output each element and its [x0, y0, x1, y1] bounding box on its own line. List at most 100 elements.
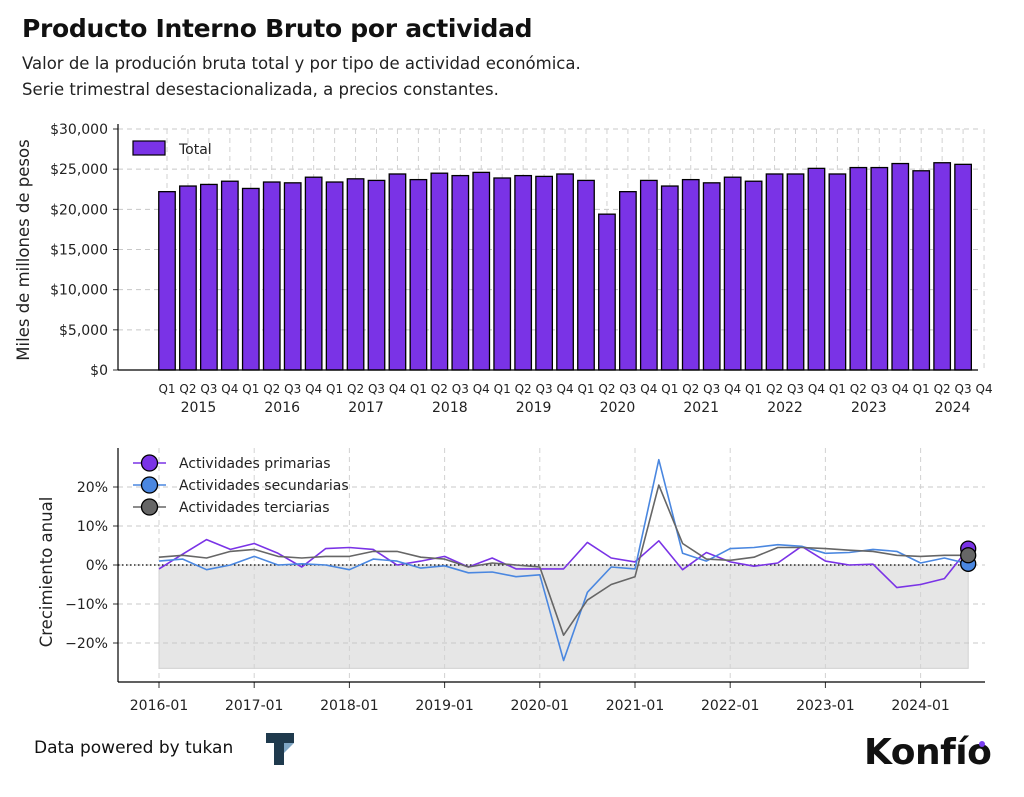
bar-total	[639, 179, 658, 371]
bar-quarter-label: Q4	[808, 382, 825, 396]
bar-total	[681, 178, 700, 371]
series-terciarias-line	[158, 484, 969, 637]
bar-total	[744, 180, 763, 371]
bar-total	[493, 177, 512, 371]
bar-y-tick-label: $15,000	[50, 243, 108, 259]
bar-quarter-label: Q3	[871, 382, 888, 396]
bar-total	[514, 174, 533, 371]
bar-y-tick-label: $10,000	[50, 283, 108, 299]
bar-total	[577, 179, 595, 371]
bar-total	[891, 162, 910, 371]
konfio-logo: Konfío	[864, 732, 992, 773]
bar-total	[283, 182, 302, 371]
line-x-tick-label: 2018-01	[320, 698, 379, 714]
bar-quarter-label: Q3	[284, 382, 301, 396]
bar-total	[870, 166, 889, 371]
legend-marker-series-terciarias	[140, 498, 159, 516]
bar-total	[430, 172, 449, 371]
bar-total	[765, 173, 784, 371]
bar-total	[346, 178, 365, 371]
bar-total	[786, 173, 805, 371]
bar-quarter-label: Q1	[577, 382, 594, 396]
bar-total	[660, 185, 679, 371]
line-y-tick-label: −10%	[65, 597, 108, 613]
tukan-logo-icon	[266, 733, 294, 765]
bar-quarter-label: Q1	[494, 382, 511, 396]
bar-quarter-label: Q2	[431, 382, 448, 396]
bar-quarter-label: Q4	[640, 382, 657, 396]
bar-quarter-label: Q2	[934, 382, 951, 396]
bar-quarter-label: Q1	[913, 382, 930, 396]
bar-total	[828, 173, 847, 371]
bar-total	[325, 181, 344, 371]
line-x-tick-label: 2024-01	[891, 698, 950, 714]
bar-quarter-label: Q2	[515, 382, 532, 396]
line-x-tick-label: 2017-01	[225, 698, 284, 714]
chart-subtitle-line-1: Valor de la produción bruta total y por …	[22, 54, 581, 73]
bar-quarter-label: Q2	[682, 382, 699, 396]
bar-quarter-label: Q1	[158, 382, 175, 396]
line-y-tick-label: 10%	[77, 519, 108, 535]
bar-quarter-label: Q1	[829, 382, 846, 396]
bar-total	[409, 178, 428, 371]
bar-quarter-label: Q3	[619, 382, 636, 396]
bar-quarter-label: Q4	[976, 382, 993, 396]
bar-year-label: 2017	[348, 400, 384, 416]
legend-swatch-total	[132, 140, 166, 156]
bar-quarter-label: Q1	[745, 382, 762, 396]
bar-total	[451, 174, 470, 371]
bar-quarter-label: Q2	[850, 382, 867, 396]
bar-quarter-label: Q2	[263, 382, 280, 396]
legend-marker-series-secundarias	[140, 476, 159, 494]
bar-year-label: 2016	[264, 400, 300, 416]
bar-total	[220, 180, 239, 371]
bar-quarter-label: Q1	[326, 382, 343, 396]
konfio-logo-dot	[979, 741, 985, 747]
line-y-tick-label: 20%	[77, 480, 108, 496]
negative-growth-shade	[158, 564, 969, 669]
bar-quarter-label: Q3	[200, 382, 217, 396]
bar-year-label: 2023	[851, 400, 887, 416]
powered-by-text: Data powered by tukan	[34, 738, 234, 758]
bar-quarter-label: Q2	[179, 382, 196, 396]
bar-total	[158, 191, 176, 371]
bar-total	[367, 179, 386, 371]
legend-label-series-secundarias: Actividades secundarias	[179, 478, 349, 494]
line-x-tick-label: 2019-01	[415, 698, 474, 714]
bar-year-label: 2022	[767, 400, 803, 416]
bar-total	[241, 187, 260, 371]
line-x-tick-label: 2021-01	[606, 698, 665, 714]
bar-year-label: 2021	[683, 400, 719, 416]
bar-total	[535, 175, 553, 371]
series-primarias-line	[158, 538, 969, 589]
bar-year-label: 2015	[181, 400, 217, 416]
bar-total	[933, 162, 952, 371]
legend-label-total: Total	[178, 142, 212, 158]
bar-y-tick-label: $5,000	[59, 323, 108, 339]
bar-total	[954, 163, 972, 371]
bar-total	[262, 181, 281, 371]
bar-quarter-label: Q2	[766, 382, 783, 396]
chart-subtitle-line-2: Serie trimestral desestacionalizada, a p…	[22, 80, 499, 99]
line-y-tick-label: 0%	[86, 558, 108, 574]
bar-quarter-label: Q4	[892, 382, 909, 396]
bar-quarter-label: Q3	[703, 382, 720, 396]
legend-label-series-primarias: Actividades primarias	[179, 456, 331, 472]
bar-year-label: 2024	[935, 400, 971, 416]
bar-total	[179, 185, 197, 371]
bar-quarter-label: Q4	[724, 382, 741, 396]
bar-year-label: 2019	[516, 400, 552, 416]
line-x-tick-label: 2023-01	[796, 698, 855, 714]
bar-quarter-label: Q2	[347, 382, 364, 396]
bar-year-label: 2018	[432, 400, 468, 416]
line-x-tick-label: 2020-01	[511, 698, 570, 714]
bar-quarter-label: Q3	[787, 382, 804, 396]
bar-y-axis-label: Miles de millones de pesos	[14, 139, 33, 360]
bar-quarter-label: Q4	[473, 382, 490, 396]
chart-title: Producto Interno Bruto por actividad	[22, 14, 533, 43]
bar-quarter-label: Q2	[598, 382, 615, 396]
bar-total	[912, 170, 931, 371]
line-chart-growth: −20% −10% 0% 10% 20% 2016-01 2017-01 2018-01 201…	[37, 448, 985, 714]
line-x-tick-label: 2016-01	[130, 698, 189, 714]
